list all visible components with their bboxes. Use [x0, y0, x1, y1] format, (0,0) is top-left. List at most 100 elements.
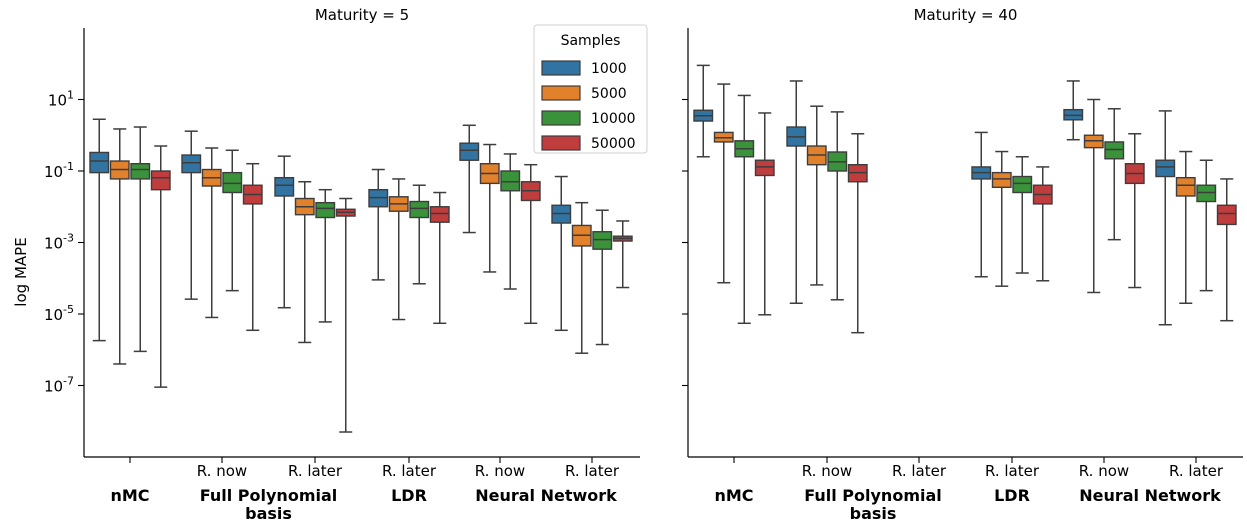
box-10000	[1104, 108, 1125, 241]
box-5000	[294, 181, 315, 344]
y-tick-label: 10-1	[44, 160, 74, 181]
box-50000	[1216, 178, 1237, 322]
box-1000	[1063, 80, 1084, 141]
box-1000	[971, 131, 992, 278]
box-50000	[335, 197, 356, 433]
box-10000	[409, 184, 430, 285]
box-body	[1216, 204, 1237, 226]
x-sublabel: R. later	[382, 462, 437, 480]
box-body	[1175, 176, 1196, 197]
x-group-label: LDR	[391, 486, 427, 505]
panel-1: Maturity = 5 10-7 10-5 10-3 10-1 101 R. now R. …	[44, 6, 640, 523]
box-5000	[388, 178, 409, 321]
panel-title: Maturity = 5	[315, 6, 409, 24]
y-tick-label: 101	[48, 89, 74, 110]
box-5000	[713, 83, 734, 284]
x-sublabel: R. later	[1169, 462, 1224, 480]
box-5000	[479, 143, 500, 273]
x-group-label: Full Polynomial	[200, 486, 338, 505]
x-sublabel: R. now	[802, 462, 852, 480]
box-50000	[1032, 166, 1053, 282]
box-body	[409, 200, 430, 219]
x-group-label: nMC	[714, 486, 753, 505]
legend-label: 50000	[591, 136, 636, 152]
box-50000	[150, 145, 171, 388]
x-sublabel: R. now	[1079, 462, 1129, 480]
x-group-label: LDR	[994, 486, 1030, 505]
x-group-label: Neural Network	[475, 486, 617, 505]
box-1000	[1155, 110, 1176, 326]
legend-label: 5000	[591, 86, 627, 102]
box-10000	[1196, 159, 1217, 292]
box-5000	[806, 105, 827, 286]
box-10000	[130, 126, 151, 353]
box-10000	[592, 209, 613, 346]
legend-swatch	[541, 110, 581, 126]
box-10000	[315, 188, 336, 323]
box-body	[150, 170, 171, 191]
x-group-label: nMC	[110, 486, 149, 505]
box-body	[1155, 159, 1176, 178]
x-group-label: Full Polynomial	[804, 486, 942, 505]
x-sublabel: R. later	[985, 462, 1040, 480]
box-body	[181, 154, 202, 174]
x-group-label: basis	[850, 504, 897, 523]
box-1000	[89, 118, 110, 342]
box-body	[429, 206, 450, 223]
box-5000	[1083, 98, 1104, 294]
box-5000	[991, 150, 1012, 287]
box-50000	[429, 191, 450, 325]
box-10000	[500, 153, 521, 290]
box-body	[1012, 175, 1033, 194]
x-sublabel: R. later	[565, 462, 620, 480]
box-body	[459, 142, 480, 161]
x-group-label: basis	[245, 504, 292, 523]
legend-label: 10000	[591, 111, 636, 127]
panels-layer: Maturity = 5 10-7 10-5 10-3 10-1 101 R. now R. …	[44, 6, 1243, 523]
box-1000	[693, 64, 714, 158]
legend-swatch	[541, 60, 581, 76]
box-body	[500, 170, 521, 192]
box-1000	[181, 130, 202, 300]
box-10000	[827, 111, 848, 301]
x-sublabel: R. now	[475, 462, 525, 480]
box-5000	[1175, 150, 1196, 304]
x-sublabel: R. now	[197, 462, 247, 480]
box-5000	[201, 147, 222, 319]
box-50000	[847, 133, 868, 334]
box-body	[222, 171, 243, 194]
box-50000	[242, 162, 263, 332]
box-10000	[222, 149, 243, 292]
y-tick-label: 10-7	[44, 375, 74, 396]
box-10000	[734, 94, 755, 325]
y-axis-label: log MAPE	[12, 237, 30, 306]
box-50000	[520, 163, 541, 325]
panel-title: Maturity = 40	[914, 6, 1018, 24]
legend-label: 1000	[591, 61, 627, 77]
box-10000	[1012, 156, 1033, 274]
box-1000	[368, 168, 389, 281]
y-tick-label: 10-3	[44, 232, 74, 253]
box-body	[315, 201, 336, 219]
box-body	[754, 159, 775, 177]
box-body	[274, 176, 295, 197]
x-group-label: Neural Network	[1079, 486, 1221, 505]
box-50000	[612, 220, 633, 289]
x-sublabel: R. later	[892, 462, 947, 480]
box-body	[592, 231, 613, 250]
legend-swatch	[541, 135, 581, 151]
box-1000	[786, 80, 807, 304]
box-body	[1196, 184, 1217, 203]
y-tick-label: 10-5	[44, 303, 74, 324]
box-50000	[1124, 133, 1145, 289]
box-body	[130, 163, 151, 180]
box-1000	[551, 175, 572, 332]
box-50000	[754, 112, 775, 316]
box-body	[1104, 141, 1125, 160]
box-body	[991, 171, 1012, 188]
x-sublabel: R. later	[288, 462, 343, 480]
legend-swatch	[541, 85, 581, 101]
panel-2: Maturity = 40 R. now R. later R. later R. no…	[682, 6, 1243, 523]
box-body	[89, 151, 110, 174]
